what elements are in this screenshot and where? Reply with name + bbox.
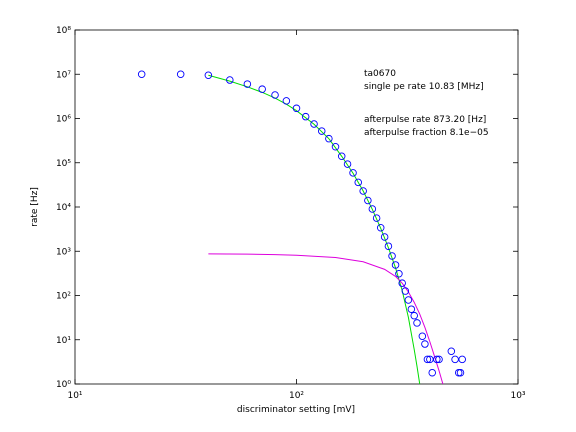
- x-tick-label: 10²: [289, 391, 304, 401]
- data-point: [364, 196, 372, 205]
- data-point: [428, 368, 436, 377]
- data-point: [271, 91, 279, 99]
- annotation: ta0670: [364, 69, 396, 79]
- data-point: [204, 71, 213, 79]
- y-tick-label: 10⁵: [56, 159, 71, 169]
- data-point: [301, 112, 310, 121]
- data-point: [447, 347, 456, 355]
- data-point: [398, 279, 406, 287]
- y-tick-label: 10⁶: [56, 115, 71, 125]
- data-point: [359, 187, 367, 195]
- data-point: [423, 355, 432, 364]
- data-point: [376, 223, 385, 232]
- annotation: afterpulse fraction 8.1e−05: [364, 128, 489, 138]
- data-point: [243, 80, 252, 88]
- data-point: [391, 261, 400, 269]
- data-point: [433, 355, 441, 364]
- y-tick-label: 10⁴: [56, 203, 71, 213]
- data-point: [258, 85, 266, 93]
- data-point: [337, 152, 346, 161]
- x-tick-label: 10³: [510, 391, 525, 401]
- data-point: [354, 178, 362, 187]
- data-point: [368, 205, 377, 213]
- data-point: [410, 311, 418, 320]
- data-point: [372, 214, 381, 222]
- data-point: [451, 355, 459, 364]
- data-point: [325, 134, 333, 143]
- data-point: [282, 97, 291, 105]
- x-tick-label: 10¹: [67, 391, 82, 401]
- data-point: [407, 305, 416, 313]
- fit-curve: [208, 253, 444, 385]
- data-point: [404, 296, 413, 304]
- data-point: [458, 355, 466, 364]
- annotation: afterpulse rate 873.20 [Hz]: [364, 115, 486, 125]
- data-point: [331, 142, 340, 151]
- data-point: [388, 252, 396, 260]
- data-point: [176, 70, 185, 78]
- data-point: [380, 233, 389, 241]
- annotation: single pe rate 10.83 [MHz]: [364, 82, 484, 92]
- y-tick-label: 10⁰: [56, 380, 71, 390]
- y-axis-label: rate [Hz]: [30, 187, 40, 227]
- data-point: [343, 160, 352, 168]
- data-point: [413, 319, 421, 327]
- x-axis-label: discriminator setting [mV]: [237, 405, 355, 415]
- data-point: [384, 242, 393, 250]
- data-point: [421, 340, 429, 348]
- y-tick-label: 10⁸: [56, 26, 71, 36]
- y-tick-label: 10⁷: [56, 70, 71, 80]
- data-point: [456, 368, 465, 377]
- data-point: [317, 127, 326, 135]
- data-point: [435, 355, 443, 364]
- data-point: [292, 104, 301, 113]
- data-point: [418, 332, 427, 340]
- data-point: [226, 76, 234, 84]
- y-tick-label: 10¹: [56, 336, 71, 346]
- data-point: [401, 287, 410, 295]
- fit-curve: [208, 74, 421, 385]
- data-point: [395, 270, 403, 278]
- data-point: [349, 169, 357, 177]
- data-point: [310, 120, 318, 128]
- y-tick-label: 10³: [56, 247, 71, 257]
- data-point: [137, 70, 146, 78]
- y-tick-label: 10²: [56, 292, 71, 302]
